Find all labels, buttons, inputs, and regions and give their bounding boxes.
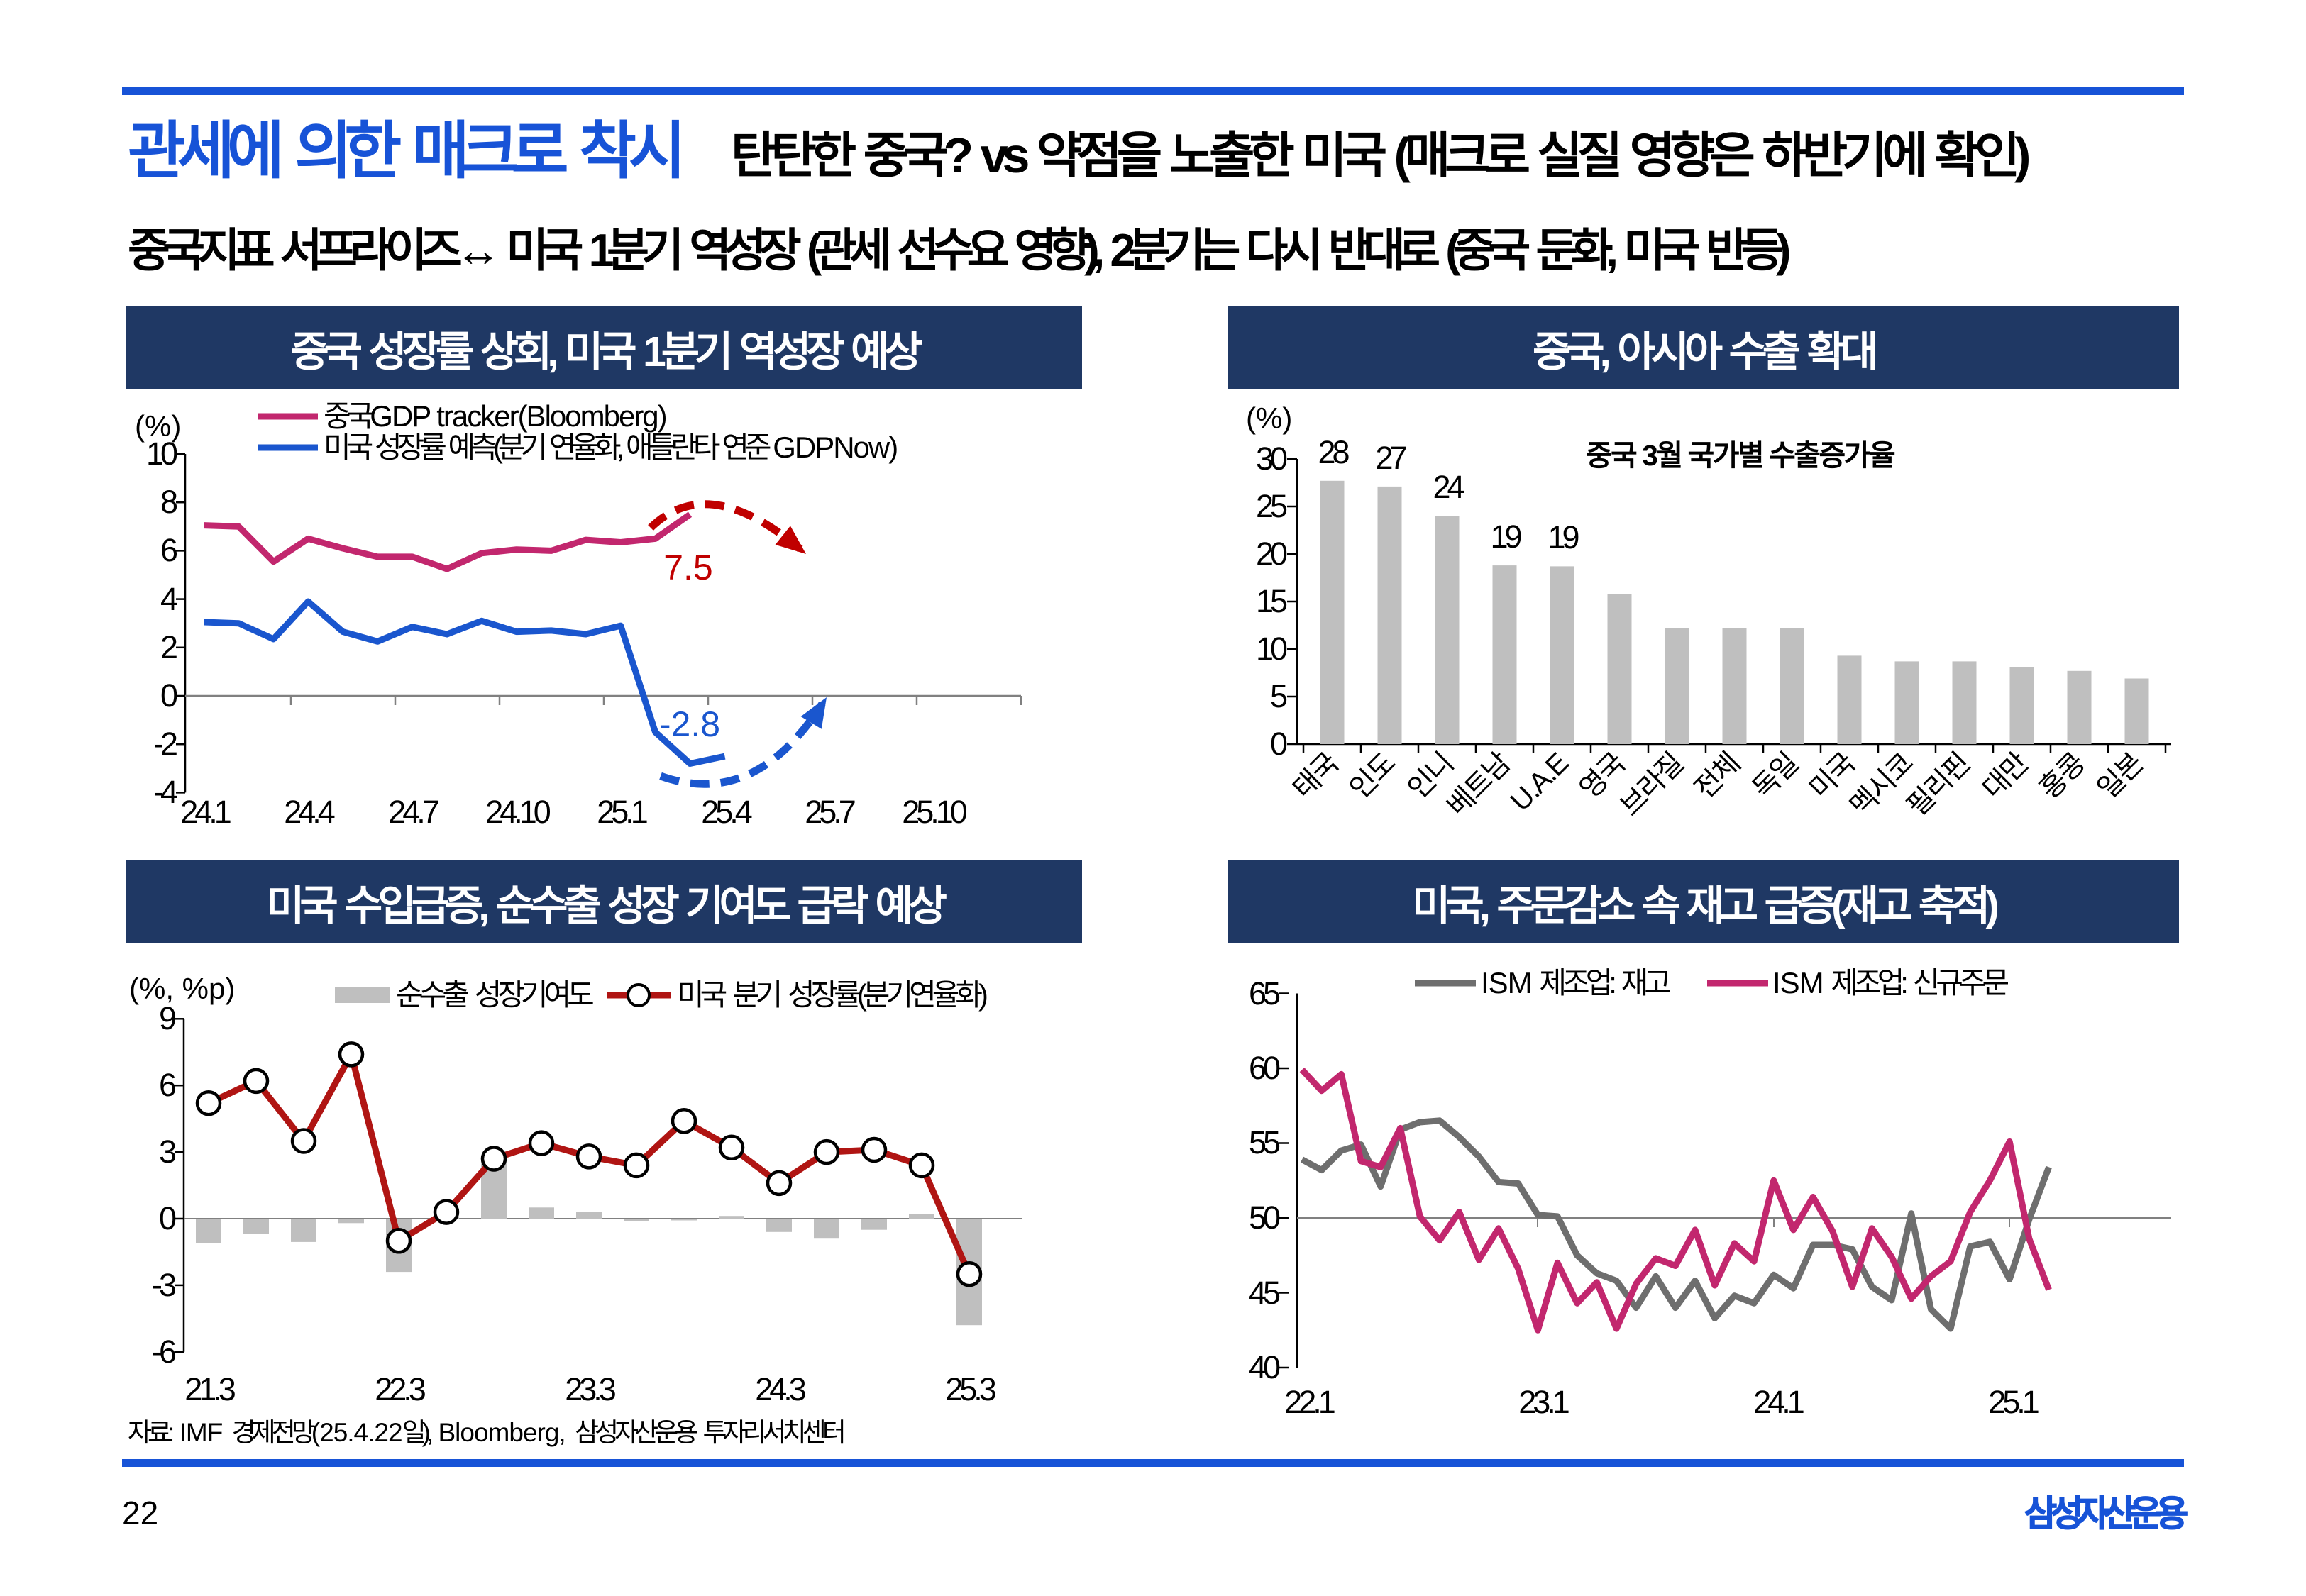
svg-text:55: 55	[1249, 1124, 1280, 1160]
svg-text:23.1: 23.1	[1518, 1384, 1569, 1420]
svg-text:15: 15	[1256, 583, 1287, 619]
svg-text:19: 19	[1548, 519, 1578, 555]
svg-text:24.1: 24.1	[1753, 1384, 1804, 1420]
svg-text:25.10: 25.10	[902, 794, 967, 830]
svg-text:2: 2	[160, 629, 177, 665]
svg-text:3: 3	[159, 1134, 176, 1170]
svg-text:U.A.E: U.A.E	[1504, 748, 1574, 817]
svg-text:22.3: 22.3	[375, 1371, 426, 1407]
svg-text:독일: 독일	[1747, 748, 1804, 804]
svg-text:7.5: 7.5	[663, 548, 713, 587]
svg-text:24.4: 24.4	[284, 794, 335, 830]
svg-text:60: 60	[1249, 1050, 1280, 1086]
svg-text:24: 24	[1433, 469, 1464, 505]
svg-text:25.4: 25.4	[701, 794, 752, 830]
svg-text:인도: 인도	[1344, 748, 1401, 804]
svg-text:-2: -2	[153, 726, 177, 762]
svg-text:전체: 전체	[1689, 748, 1745, 804]
svg-text:브라질: 브라질	[1614, 748, 1689, 822]
svg-text:24.3: 24.3	[755, 1371, 806, 1407]
svg-text:0: 0	[160, 677, 177, 714]
svg-text:-2.8: -2.8	[659, 704, 720, 744]
svg-text:미국 분기 성장률(분기연율화): 미국 분기 성장률(분기연율화)	[677, 978, 987, 1012]
svg-text:6: 6	[159, 1067, 176, 1103]
svg-text:24.1: 24.1	[180, 794, 231, 830]
svg-text:28: 28	[1318, 434, 1349, 470]
svg-text:24.10: 24.10	[485, 794, 551, 830]
svg-text:0: 0	[159, 1200, 176, 1236]
svg-text:10: 10	[1256, 631, 1287, 667]
svg-text:대만: 대만	[1977, 747, 2034, 804]
svg-text:25: 25	[1256, 488, 1287, 524]
svg-text:-6: -6	[152, 1334, 176, 1370]
svg-text:21.3: 21.3	[184, 1371, 236, 1407]
svg-text:(%, %p): (%, %p)	[129, 972, 235, 1005]
svg-text:30: 30	[1256, 440, 1287, 477]
svg-text:ISM 제조업: 신규주문: ISM 제조업: 신규주문	[1772, 966, 2009, 999]
svg-text:0: 0	[1270, 726, 1287, 762]
svg-text:중국 3월 국가별 수출증가율: 중국 3월 국가별 수출증가율	[1586, 439, 1895, 472]
svg-text:홍콩: 홍콩	[2034, 748, 2090, 804]
svg-text:-3: -3	[152, 1267, 176, 1303]
svg-text:25.1: 25.1	[597, 794, 647, 830]
svg-text:20: 20	[1256, 536, 1287, 572]
svg-text:중국GDP tracker(Bloomberg): 중국GDP tracker(Bloomberg)	[324, 399, 666, 433]
svg-text:(%): (%)	[1246, 401, 1292, 435]
svg-text:6: 6	[160, 532, 177, 568]
svg-text:ISM 제조업: 재고: ISM 제조업: 재고	[1481, 966, 1670, 999]
svg-text:65: 65	[1249, 975, 1280, 1012]
svg-text:9: 9	[159, 1000, 175, 1036]
svg-text:미국 성장률 예측(분기 연율화, 애틀란타 연준 GDPN: 미국 성장률 예측(분기 연율화, 애틀란타 연준 GDPNow)	[324, 431, 897, 464]
svg-text:일본: 일본	[2092, 748, 2148, 804]
svg-text:40: 40	[1249, 1349, 1280, 1385]
svg-text:순수출 성장기여도: 순수출 성장기여도	[396, 978, 593, 1012]
svg-text:멕시코: 멕시코	[1844, 748, 1919, 822]
svg-text:태국: 태국	[1287, 748, 1344, 804]
svg-text:50: 50	[1249, 1199, 1280, 1236]
svg-text:베트남: 베트남	[1441, 747, 1516, 822]
svg-text:5: 5	[1270, 678, 1287, 714]
svg-text:25.1: 25.1	[1988, 1384, 2039, 1420]
svg-text:24.7: 24.7	[388, 794, 438, 830]
svg-text:27: 27	[1375, 440, 1406, 476]
svg-text:4: 4	[160, 581, 177, 617]
svg-text:필리핀: 필리핀	[1901, 748, 1975, 822]
svg-text:25.3: 25.3	[945, 1371, 996, 1407]
svg-text:10: 10	[146, 436, 177, 472]
svg-text:25.7: 25.7	[805, 794, 855, 830]
svg-text:(%): (%)	[135, 409, 181, 443]
svg-text:23.3: 23.3	[565, 1371, 616, 1407]
svg-text:22.1: 22.1	[1284, 1384, 1335, 1420]
svg-text:45: 45	[1249, 1275, 1280, 1311]
svg-text:19: 19	[1490, 519, 1521, 555]
svg-text:8: 8	[160, 484, 177, 520]
svg-text:-4: -4	[153, 774, 177, 810]
